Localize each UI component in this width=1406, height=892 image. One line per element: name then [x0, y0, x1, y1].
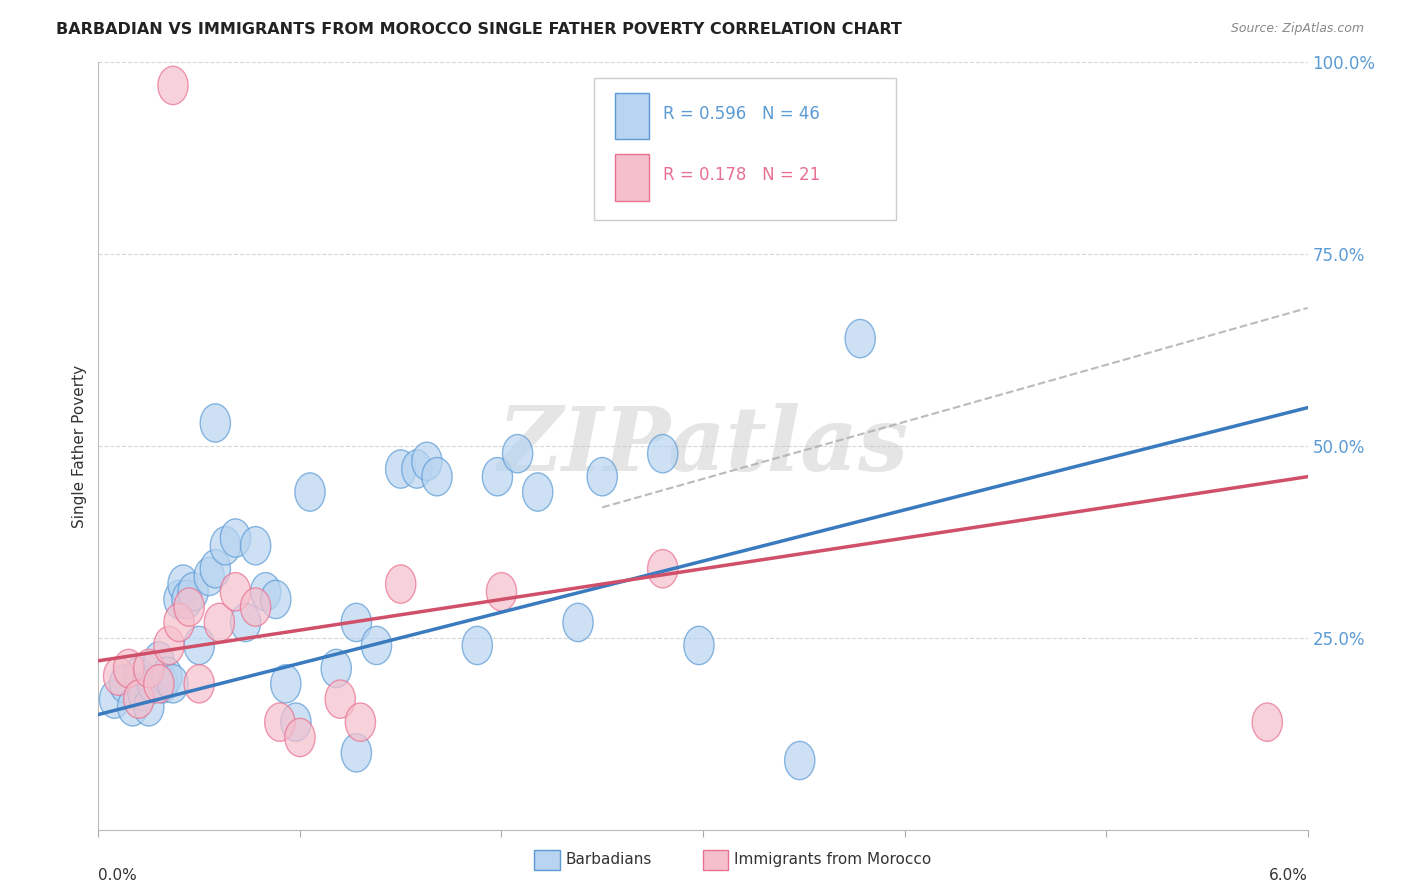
Text: 6.0%: 6.0% [1268, 869, 1308, 883]
Ellipse shape [184, 665, 214, 703]
Ellipse shape [152, 657, 181, 696]
Ellipse shape [211, 526, 240, 565]
Ellipse shape [385, 565, 416, 603]
Ellipse shape [264, 703, 295, 741]
Ellipse shape [110, 665, 139, 703]
Ellipse shape [412, 442, 441, 481]
Ellipse shape [346, 703, 375, 741]
Ellipse shape [342, 733, 371, 772]
Ellipse shape [148, 665, 179, 703]
Ellipse shape [157, 665, 188, 703]
Ellipse shape [231, 603, 260, 641]
Ellipse shape [134, 688, 165, 726]
Ellipse shape [588, 458, 617, 496]
Ellipse shape [134, 649, 165, 688]
Ellipse shape [281, 703, 311, 741]
Ellipse shape [486, 573, 516, 611]
Ellipse shape [240, 526, 271, 565]
Ellipse shape [271, 665, 301, 703]
Ellipse shape [200, 404, 231, 442]
Ellipse shape [174, 588, 204, 626]
Ellipse shape [463, 626, 492, 665]
Ellipse shape [648, 434, 678, 473]
Bar [614, 154, 648, 201]
Ellipse shape [325, 680, 356, 718]
Ellipse shape [167, 565, 198, 603]
Text: R = 0.596   N = 46: R = 0.596 N = 46 [664, 105, 820, 123]
Ellipse shape [172, 580, 202, 619]
Text: Barbadians: Barbadians [565, 853, 651, 867]
Ellipse shape [118, 688, 148, 726]
Ellipse shape [143, 641, 174, 680]
Ellipse shape [482, 458, 513, 496]
Ellipse shape [221, 573, 250, 611]
Ellipse shape [361, 626, 392, 665]
Ellipse shape [402, 450, 432, 488]
Ellipse shape [165, 580, 194, 619]
Ellipse shape [184, 626, 214, 665]
FancyBboxPatch shape [595, 78, 897, 219]
Ellipse shape [124, 680, 153, 718]
Text: R = 0.178   N = 21: R = 0.178 N = 21 [664, 166, 820, 185]
Ellipse shape [502, 434, 533, 473]
Ellipse shape [194, 558, 225, 596]
Text: BARBADIAN VS IMMIGRANTS FROM MOROCCO SINGLE FATHER POVERTY CORRELATION CHART: BARBADIAN VS IMMIGRANTS FROM MOROCCO SIN… [56, 22, 903, 37]
Ellipse shape [100, 680, 129, 718]
Ellipse shape [285, 718, 315, 756]
Text: Source: ZipAtlas.com: Source: ZipAtlas.com [1230, 22, 1364, 36]
Ellipse shape [204, 603, 235, 641]
Ellipse shape [422, 458, 453, 496]
Ellipse shape [200, 549, 231, 588]
Ellipse shape [221, 519, 250, 558]
Ellipse shape [295, 473, 325, 511]
Ellipse shape [114, 649, 143, 688]
Ellipse shape [240, 588, 271, 626]
Text: ZIPatlas: ZIPatlas [498, 403, 908, 489]
Ellipse shape [104, 657, 134, 696]
Ellipse shape [250, 573, 281, 611]
Ellipse shape [143, 665, 174, 703]
Ellipse shape [179, 573, 208, 611]
Ellipse shape [1253, 703, 1282, 741]
Ellipse shape [648, 549, 678, 588]
Ellipse shape [124, 657, 153, 696]
Ellipse shape [342, 603, 371, 641]
Text: Immigrants from Morocco: Immigrants from Morocco [734, 853, 931, 867]
Ellipse shape [138, 665, 167, 703]
Ellipse shape [562, 603, 593, 641]
Ellipse shape [153, 626, 184, 665]
Ellipse shape [157, 66, 188, 104]
Y-axis label: Single Father Poverty: Single Father Poverty [72, 365, 87, 527]
Ellipse shape [321, 649, 352, 688]
Text: 0.0%: 0.0% [98, 869, 138, 883]
Ellipse shape [845, 319, 876, 358]
Bar [614, 93, 648, 139]
Ellipse shape [165, 603, 194, 641]
Ellipse shape [523, 473, 553, 511]
Ellipse shape [128, 673, 157, 711]
Ellipse shape [385, 450, 416, 488]
Ellipse shape [260, 580, 291, 619]
Ellipse shape [785, 741, 815, 780]
Ellipse shape [683, 626, 714, 665]
